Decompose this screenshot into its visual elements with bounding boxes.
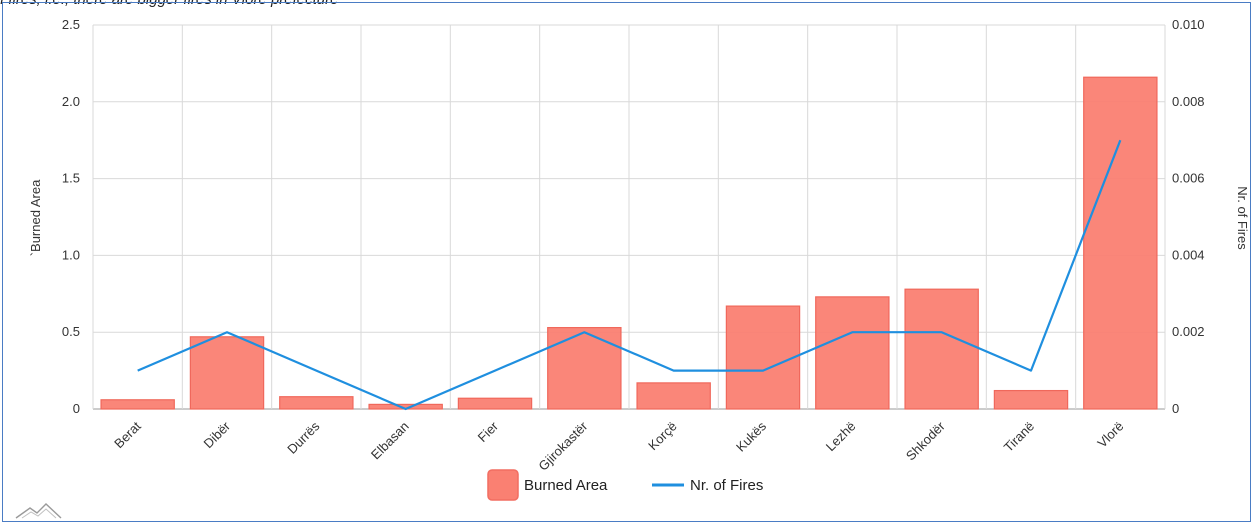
bar	[279, 396, 354, 410]
bar	[457, 397, 533, 410]
category-label: Fier	[475, 418, 502, 445]
y2-tick-label: 0.010	[1172, 17, 1205, 32]
left-axis-ticks: 0 0.5 1.0 1.5 2.0 2.5	[62, 17, 80, 416]
right-axis-title: Nr. of Fires	[1235, 186, 1250, 250]
category-label: Berat	[111, 418, 144, 451]
bar	[993, 389, 1069, 410]
bar	[1083, 76, 1158, 410]
line-group	[137, 139, 1122, 411]
right-axis-ticks: 0 0.002 0.004 0.006 0.008 0.010	[1172, 17, 1205, 416]
bar	[904, 288, 979, 410]
y-tick-label: 1.5	[62, 171, 80, 186]
bar	[189, 336, 265, 410]
bars-group	[100, 76, 1158, 410]
grid-lines	[92, 24, 1166, 410]
legend-label-nr-of-fires[interactable]: Nr. of Fires	[690, 477, 763, 494]
bar	[725, 305, 801, 410]
y-tick-label: 0	[73, 401, 80, 416]
y-tick-label: 1.0	[62, 247, 80, 262]
category-label: Gjirokastër	[535, 418, 591, 474]
y2-tick-label: 0.002	[1172, 324, 1205, 339]
bar	[100, 399, 175, 410]
line-series-nr-of-fires	[137, 139, 1122, 411]
category-label: Vlorë	[1094, 419, 1126, 451]
y2-tick-label: 0	[1172, 401, 1179, 416]
legend-label-burned-area[interactable]: Burned Area	[524, 477, 608, 494]
category-label: Kukës	[733, 418, 770, 455]
category-label: Durrës	[284, 418, 323, 457]
bar	[815, 296, 890, 410]
category-label: Tiranë	[1001, 419, 1037, 455]
legend-swatch-burned-area[interactable]	[487, 469, 519, 501]
y-tick-label: 0.5	[62, 324, 80, 339]
category-label: Korçë	[645, 419, 680, 454]
category-label: Shkodër	[903, 418, 948, 463]
y2-tick-label: 0.006	[1172, 171, 1205, 186]
y2-tick-label: 0.004	[1172, 247, 1205, 262]
legend: Burned Area Nr. of Fires	[487, 469, 763, 501]
category-label: Elbasan	[368, 419, 412, 463]
bar	[636, 382, 711, 410]
y-tick-label: 2.0	[62, 94, 80, 109]
left-axis-title: `Burned Area	[28, 179, 43, 256]
y2-tick-label: 0.008	[1172, 94, 1205, 109]
mountain-logo-icon	[15, 503, 62, 519]
category-label: Dibër	[201, 418, 234, 451]
category-label: Lezhë	[823, 419, 859, 455]
category-axis-ticks: Berat Dibër Durrës Elbasan Fier Gjirokastër Ko…	[111, 418, 1126, 474]
caption-fragment: f fires, i.e., there are bigger fires in…	[0, 0, 339, 8]
bar	[547, 326, 622, 410]
y-tick-label: 2.5	[62, 17, 80, 32]
